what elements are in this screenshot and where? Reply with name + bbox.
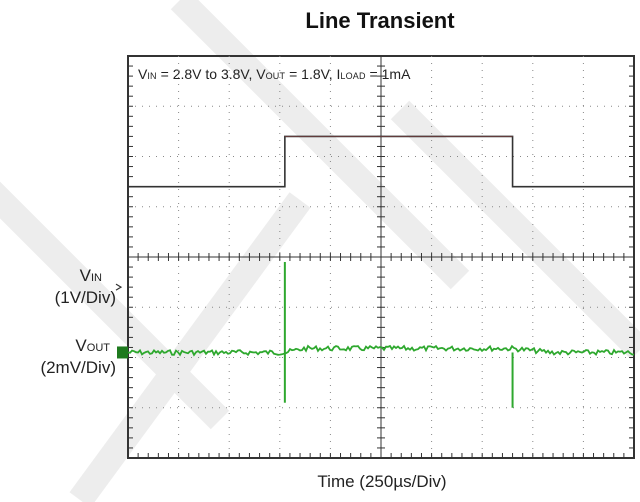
iload-subscript: LOAD: [340, 71, 366, 81]
vout-subscript: OUT: [265, 71, 286, 81]
vout-label-main: V: [75, 336, 87, 355]
vin-label-main: V: [79, 266, 91, 285]
vin-ground-marker: [115, 283, 123, 291]
vout-trace: [127, 344, 635, 357]
vout-label-sub: OUT: [86, 342, 110, 354]
x-axis-label: Time (250µs/Div): [317, 472, 447, 491]
vin-channel-label: VIN (1V/Div): [4, 266, 116, 308]
vin-scale: (1V/Div): [54, 288, 116, 307]
vout-ground-marker: [117, 346, 128, 359]
vout-channel-label: VOUT (2mV/Div): [0, 336, 116, 378]
vout-symbol: V: [256, 66, 266, 82]
vin-label-sub: IN: [91, 272, 102, 284]
vout-scale: (2mV/Div): [40, 358, 116, 377]
vin-subscript: IN: [147, 71, 157, 81]
vout-value: = 1.8V,: [285, 66, 337, 82]
chart-title: Line Transient: [305, 8, 455, 33]
iload-value: = 1mA: [365, 66, 411, 82]
vin-symbol: V: [138, 66, 148, 82]
iload-symbol: I: [336, 66, 341, 82]
